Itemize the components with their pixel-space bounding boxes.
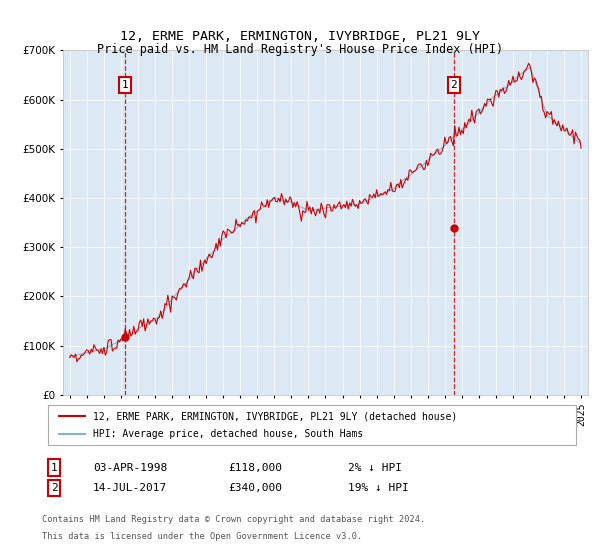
Text: HPI: Average price, detached house, South Hams: HPI: Average price, detached house, Sout… bbox=[93, 429, 363, 439]
Text: 2: 2 bbox=[50, 483, 58, 493]
Text: £118,000: £118,000 bbox=[228, 463, 282, 473]
Text: 1: 1 bbox=[50, 463, 58, 473]
Text: This data is licensed under the Open Government Licence v3.0.: This data is licensed under the Open Gov… bbox=[42, 532, 362, 541]
Text: 1: 1 bbox=[122, 80, 128, 90]
Text: 14-JUL-2017: 14-JUL-2017 bbox=[93, 483, 167, 493]
Text: 2: 2 bbox=[451, 80, 457, 90]
Text: 03-APR-1998: 03-APR-1998 bbox=[93, 463, 167, 473]
Text: 19% ↓ HPI: 19% ↓ HPI bbox=[348, 483, 409, 493]
Text: 2% ↓ HPI: 2% ↓ HPI bbox=[348, 463, 402, 473]
Text: £340,000: £340,000 bbox=[228, 483, 282, 493]
Text: 12, ERME PARK, ERMINGTON, IVYBRIDGE, PL21 9LY: 12, ERME PARK, ERMINGTON, IVYBRIDGE, PL2… bbox=[120, 30, 480, 43]
Text: Contains HM Land Registry data © Crown copyright and database right 2024.: Contains HM Land Registry data © Crown c… bbox=[42, 515, 425, 524]
Text: 12, ERME PARK, ERMINGTON, IVYBRIDGE, PL21 9LY (detached house): 12, ERME PARK, ERMINGTON, IVYBRIDGE, PL2… bbox=[93, 411, 457, 421]
Text: Price paid vs. HM Land Registry's House Price Index (HPI): Price paid vs. HM Land Registry's House … bbox=[97, 43, 503, 56]
